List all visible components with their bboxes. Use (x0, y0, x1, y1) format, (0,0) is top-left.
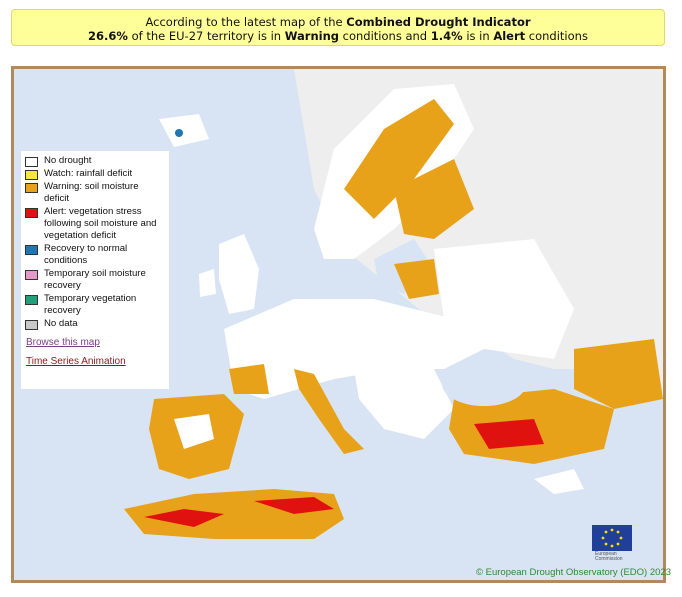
alert-percent: 1.4% (430, 29, 463, 43)
legend-swatch-temp-soil-recovery (25, 270, 38, 280)
ec-text-line: European (595, 551, 617, 557)
banner-text: of the EU-27 territory is in (127, 29, 285, 43)
legend-label: Temporary soil moisture recovery (44, 268, 146, 291)
indicator-name: Combined Drought Indicator (346, 15, 531, 29)
eu-flag-icon (592, 525, 632, 551)
legend-item: Recovery to normal conditions (25, 243, 165, 267)
legend-item: Temporary vegetation recovery (25, 293, 165, 317)
legend-label: Warning: soil moisture deficit (44, 181, 139, 204)
black-sea (442, 362, 526, 406)
warning-percent: 26.6% (88, 29, 128, 43)
ec-text-line: Commission (595, 556, 623, 562)
warning-word: Warning (284, 29, 339, 43)
legend-swatch-no-drought (25, 157, 38, 167)
drought-summary-banner: According to the latest map of the Combi… (11, 9, 665, 46)
eastern-europe (434, 239, 574, 359)
alert-word: Alert (493, 29, 526, 43)
map-legend: No drought Watch: rainfall deficit Warni… (21, 151, 169, 389)
legend-label: No data (44, 318, 78, 329)
banner-text: is in (462, 29, 494, 43)
legend-item: Watch: rainfall deficit (25, 168, 165, 180)
drought-map[interactable] (11, 66, 666, 583)
banner-text: According to the latest map of the (145, 15, 347, 29)
time-series-animation-link[interactable]: Time Series Animation (26, 356, 126, 367)
legend-label: Temporary vegetation recovery (44, 293, 137, 316)
banner-line-1: According to the latest map of the Combi… (12, 15, 664, 29)
uk (219, 234, 259, 314)
legend-label: Watch: rainfall deficit (44, 168, 133, 179)
legend-item: Temporary soil moisture recovery (25, 268, 165, 292)
italy (294, 369, 364, 454)
central-europe (224, 299, 484, 399)
ec-logo-text: European Commission (595, 552, 623, 562)
north-africa (124, 489, 344, 539)
legend-swatch-no-data (25, 320, 38, 330)
legend-label: No drought (44, 155, 92, 166)
browse-map-link[interactable]: Browse this map (26, 337, 100, 348)
banner-line-2: 26.6% of the EU-27 territory is in Warni… (12, 29, 664, 43)
copyright-credit: © European Drought Observatory (EDO) 202… (476, 567, 671, 578)
legend-item: No drought (25, 155, 165, 167)
legend-swatch-watch (25, 170, 38, 180)
legend-swatch-warning (25, 183, 38, 193)
legend-swatch-alert (25, 208, 38, 218)
legend-item: Alert: vegetation stress following soil … (25, 206, 165, 242)
legend-item: No data (25, 318, 165, 330)
legend-label: Recovery to normal conditions (44, 243, 128, 266)
balkans (354, 369, 454, 439)
banner-text: conditions and (339, 29, 431, 43)
legend-swatch-temp-veg-recovery (25, 295, 38, 305)
iceland (159, 114, 209, 147)
banner-text: conditions (525, 29, 588, 43)
legend-item: Warning: soil moisture deficit (25, 181, 165, 205)
legend-label: Alert: vegetation stress following soil … (44, 206, 157, 241)
legend-swatch-recovery (25, 245, 38, 255)
europe-map-image (124, 69, 663, 539)
